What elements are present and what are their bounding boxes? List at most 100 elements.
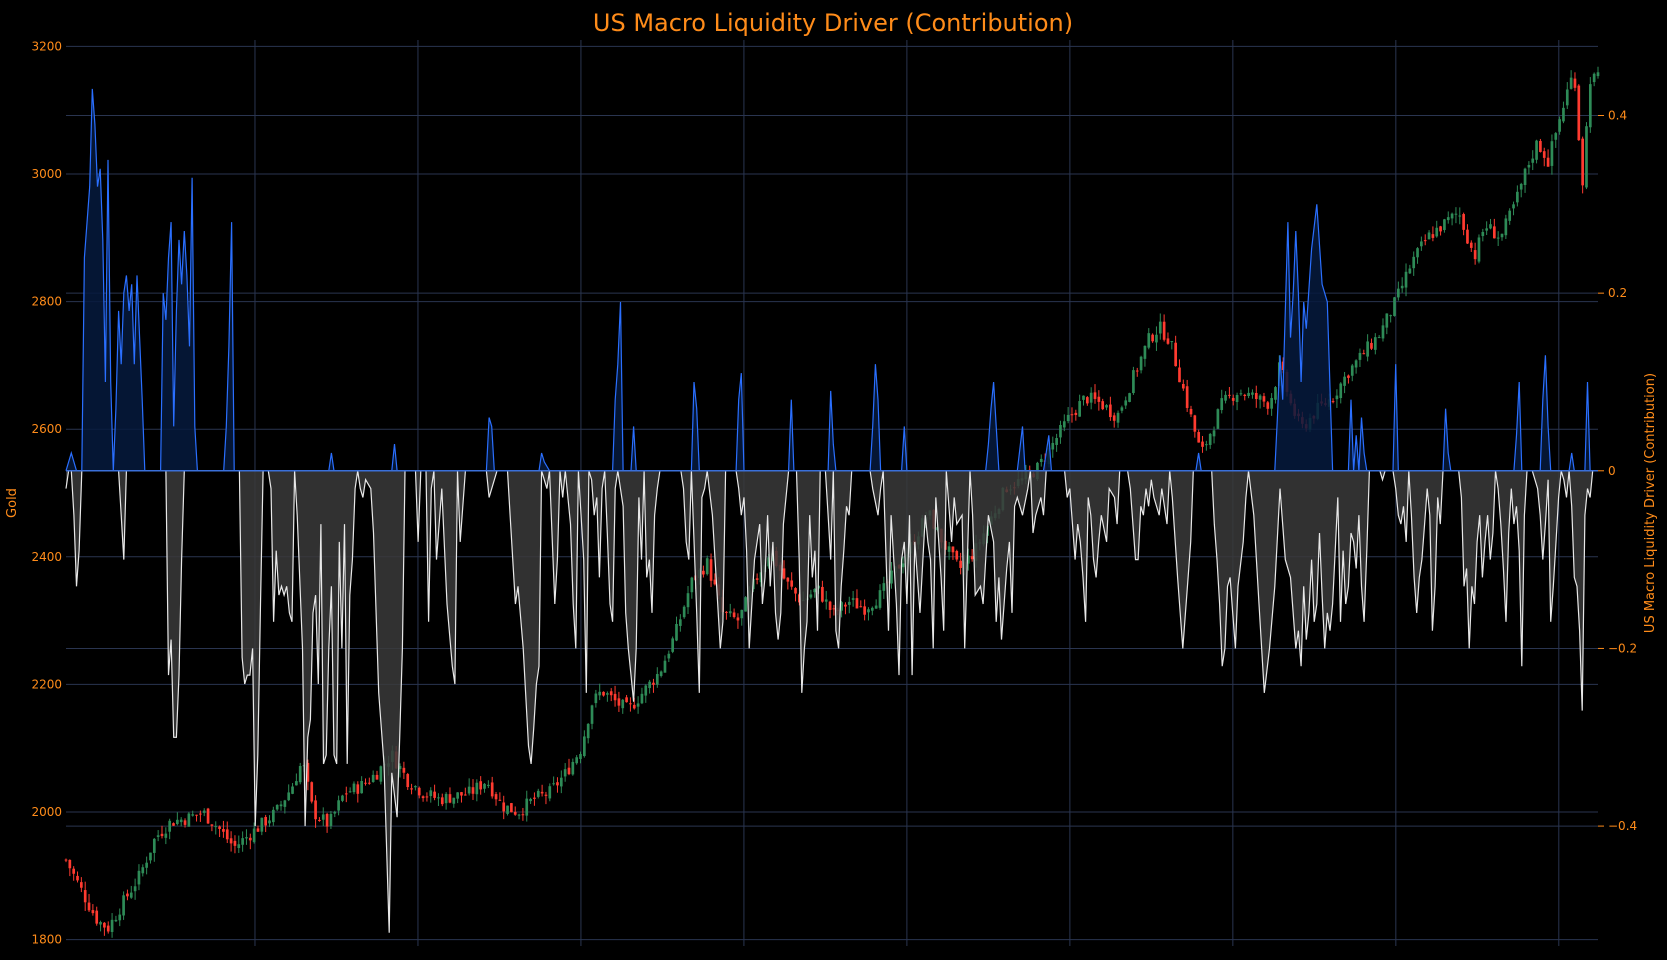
right-axis-title: US Macro Liquidity Driver (Contribution): [1643, 373, 1658, 633]
candle-body: [882, 583, 886, 591]
candle-body: [1266, 402, 1270, 409]
candle-body: [1270, 398, 1273, 409]
candle-body: [1208, 433, 1212, 445]
candle-body: [844, 604, 847, 607]
candle-body: [460, 792, 463, 796]
candle-body: [1162, 321, 1166, 340]
candle-body: [790, 580, 794, 587]
candle-body: [1389, 315, 1393, 317]
candle-body: [713, 579, 717, 585]
candle-body: [540, 791, 544, 794]
candle-body: [179, 819, 183, 823]
candle-body: [559, 777, 563, 787]
candle-body: [91, 910, 95, 914]
candle-body: [271, 809, 275, 823]
candle-body: [1235, 395, 1239, 403]
liquidity-positive-line: [65, 88, 1591, 472]
candle-body: [1527, 164, 1531, 168]
candle-body: [252, 828, 256, 843]
candle-body: [824, 599, 828, 602]
candle-body: [176, 819, 179, 825]
candle-body: [126, 893, 129, 897]
candle-body: [172, 823, 175, 826]
candle-body: [314, 800, 317, 820]
candle-body: [1531, 158, 1535, 163]
candle-body: [352, 783, 356, 793]
candle-body: [563, 769, 567, 777]
candle-body: [1231, 397, 1235, 401]
candle-body: [1059, 425, 1062, 438]
candle-body: [145, 862, 148, 868]
candle-body: [1143, 345, 1147, 359]
candle-body: [1101, 401, 1105, 410]
candle-body: [406, 774, 410, 788]
candle-body: [1366, 341, 1369, 357]
candle-body: [329, 813, 333, 826]
candle-body: [106, 925, 110, 932]
candle-body: [970, 556, 974, 560]
candle-body: [1473, 250, 1477, 260]
candle-body: [279, 804, 283, 807]
candle-body: [1458, 215, 1462, 217]
candle-body: [448, 794, 452, 803]
candle-body: [348, 791, 352, 793]
candle-body: [556, 782, 559, 786]
candle-body: [456, 792, 459, 799]
candle-body: [310, 782, 314, 802]
candle-body: [513, 811, 517, 815]
candle-body: [536, 790, 540, 797]
candle-body: [103, 922, 106, 928]
candle-body: [947, 546, 951, 552]
candle-body: [487, 784, 490, 786]
candle-body: [1496, 237, 1500, 239]
candle-body: [510, 803, 513, 813]
candle-body: [1588, 84, 1592, 128]
candle-body: [1093, 392, 1097, 399]
liquidity-negative-line: [65, 470, 1598, 933]
candle-body: [955, 550, 959, 560]
candle-body: [402, 767, 406, 773]
candle-body: [344, 793, 348, 795]
candle-body: [444, 793, 448, 804]
candle-body: [678, 619, 682, 626]
candle-body: [483, 783, 486, 789]
candle-body: [337, 800, 340, 811]
candle-body: [1450, 213, 1454, 219]
candle-body: [728, 611, 732, 614]
candle-body: [1220, 398, 1224, 411]
candle-body: [195, 814, 198, 816]
candle-body: [1397, 288, 1400, 298]
candle-body: [1519, 183, 1523, 190]
candle-body: [552, 783, 555, 785]
candle-body: [1573, 78, 1577, 88]
candle-body: [1512, 204, 1515, 209]
candle-body: [1135, 370, 1139, 372]
candle-body: [225, 829, 229, 840]
candle-body: [644, 685, 648, 696]
candle-body: [1151, 334, 1154, 342]
candle-body: [859, 606, 863, 608]
candle-body: [959, 560, 962, 568]
candle-body: [1362, 353, 1366, 355]
candle-body: [636, 703, 640, 707]
candle-body: [275, 804, 279, 810]
candle-body: [318, 819, 321, 821]
chart-title: US Macro Liquidity Driver (Contribution): [593, 9, 1073, 37]
candle-body: [613, 693, 617, 701]
candle-body: [114, 919, 118, 922]
left-y-axis: 1800 2000 2200 2400 2600 2800 3000 3200: [31, 39, 62, 946]
candle-body: [870, 607, 874, 611]
candle-body: [602, 691, 605, 696]
candle-body: [1089, 392, 1093, 403]
candle-body: [1274, 387, 1277, 400]
candle-body: [1343, 376, 1346, 386]
candle-body: [160, 833, 164, 837]
candle-body: [1592, 73, 1596, 83]
candle-body: [1155, 334, 1158, 343]
candle-body: [1078, 401, 1081, 417]
candle-body: [1492, 226, 1496, 239]
candle-body: [629, 703, 632, 705]
left-tick-label: 3000: [31, 167, 62, 181]
candle-body: [371, 774, 375, 782]
